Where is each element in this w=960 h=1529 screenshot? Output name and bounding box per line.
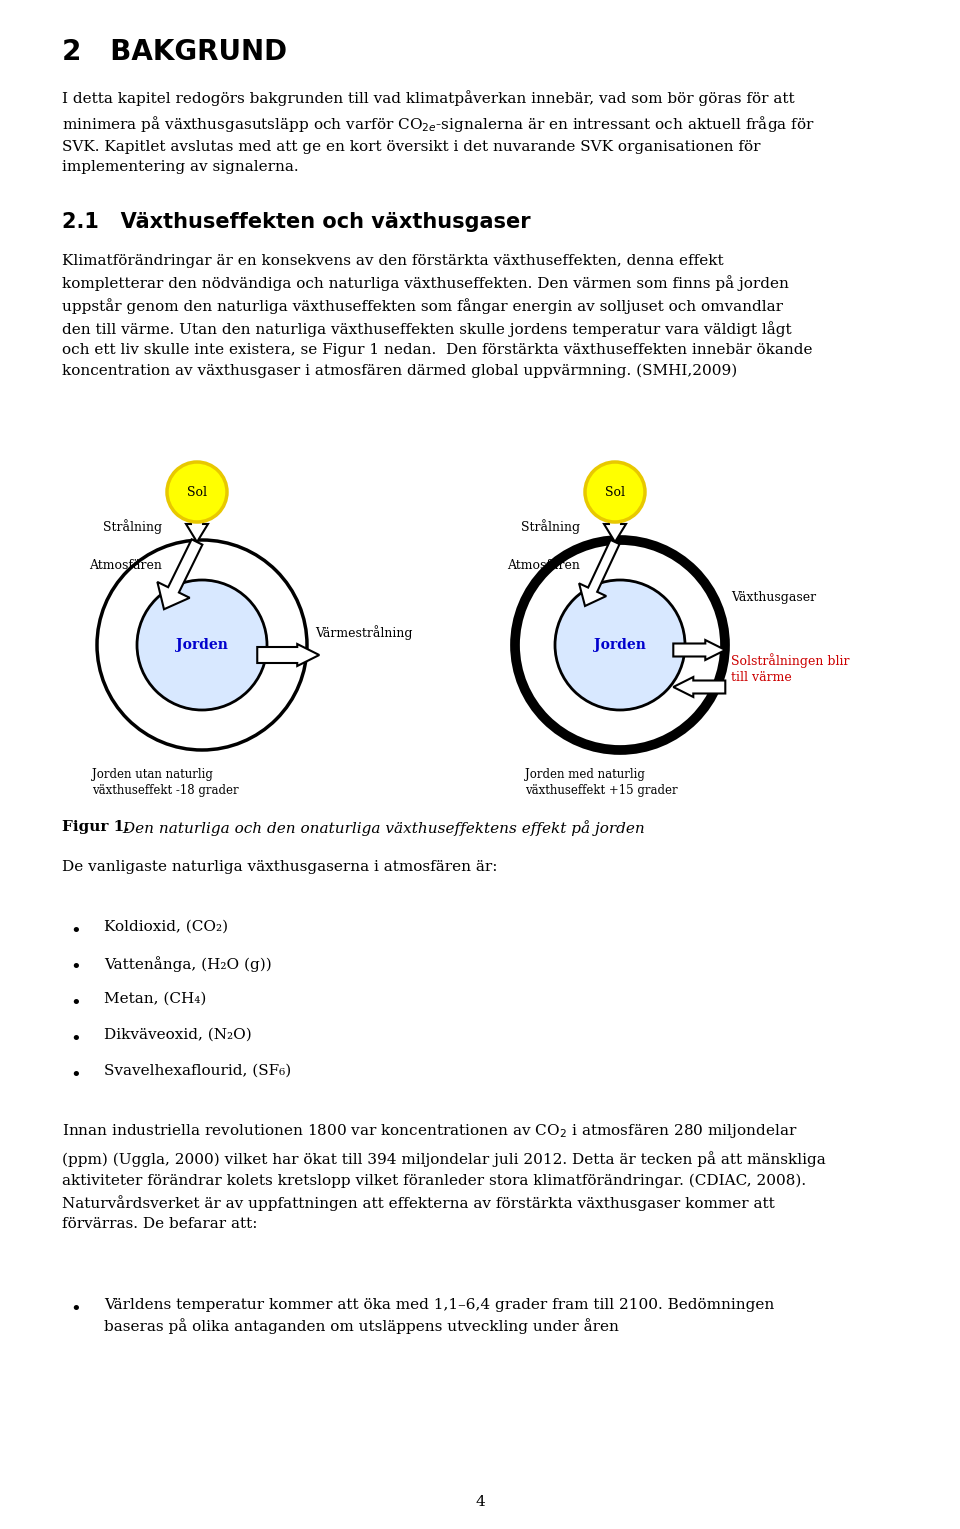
Text: Innan industriella revolutionen 1800 var koncentrationen av CO$_{2}$ i atmosfäre: Innan industriella revolutionen 1800 var… [62,1122,798,1141]
Polygon shape [579,540,619,605]
Text: Sol: Sol [187,486,207,498]
Text: Strålning: Strålning [521,520,580,535]
Text: •: • [70,1031,81,1047]
Text: Sol: Sol [605,486,625,498]
Text: Strålning: Strålning [103,520,162,535]
Polygon shape [257,644,320,667]
Text: Vattenånga, (H₂O (g)): Vattenånga, (H₂O (g)) [104,956,272,972]
Text: Klimatförändringar är en konsekvens av den förstärkta växthuseffekten, denna eff: Klimatförändringar är en konsekvens av d… [62,254,812,378]
Text: 2.1   Växthuseffekten och växthusgaser: 2.1 Växthuseffekten och växthusgaser [62,213,531,232]
Text: •: • [70,1300,81,1318]
Text: Den naturliga och den onaturliga växthuseffektens effekt på jorden: Den naturliga och den onaturliga växthus… [118,820,645,836]
Text: •: • [70,1066,81,1084]
Text: •: • [70,922,81,940]
Text: 2   BAKGRUND: 2 BAKGRUND [62,38,287,66]
Text: Atmosfären: Atmosfären [89,560,162,572]
Text: •: • [70,959,81,976]
Text: Figur 1.: Figur 1. [62,820,130,833]
Text: 4: 4 [475,1495,485,1509]
Polygon shape [673,677,726,697]
Circle shape [585,462,645,521]
Polygon shape [673,641,726,661]
Text: Svavelhexaflourid, (SF₆): Svavelhexaflourid, (SF₆) [104,1064,291,1078]
Text: De vanligaste naturliga växthusgaserna i atmosfären är:: De vanligaste naturliga växthusgaserna i… [62,859,497,875]
Text: I detta kapitel redogörs bakgrunden till vad klimatpåverkan innebär, vad som bör: I detta kapitel redogörs bakgrunden till… [62,90,815,174]
Text: Atmosfären: Atmosfären [507,560,580,572]
Text: Jorden: Jorden [594,638,646,651]
Text: (ppm) (Uggla, 2000) vilket har ökat till 394 miljondelar juli 2012. Detta är tec: (ppm) (Uggla, 2000) vilket har ökat till… [62,1151,826,1231]
Polygon shape [186,521,208,541]
Text: Jorden utan naturlig
växthuseffekt -18 grader: Jorden utan naturlig växthuseffekt -18 g… [92,768,239,797]
Polygon shape [157,540,203,609]
Text: Jorden med naturlig
växthuseffekt +15 grader: Jorden med naturlig växthuseffekt +15 gr… [525,768,678,797]
Text: Koldioxid, (CO₂): Koldioxid, (CO₂) [104,920,228,934]
Text: Jorden: Jorden [176,638,228,651]
Text: Dikväveoxid, (N₂O): Dikväveoxid, (N₂O) [104,1027,252,1041]
Circle shape [167,462,227,521]
Circle shape [555,579,685,709]
Circle shape [137,579,267,709]
Text: Solstrålningen blir
till värme: Solstrålningen blir till värme [731,653,850,683]
Text: Värmestrålning: Värmestrålning [315,625,413,641]
Text: Växthusgaser: Växthusgaser [731,590,816,604]
Text: Världens temperatur kommer att öka med 1,1–6,4 grader fram till 2100. Bedömninge: Världens temperatur kommer att öka med 1… [104,1298,775,1335]
Polygon shape [604,521,626,541]
Text: •: • [70,994,81,1012]
Text: Metan, (CH₄): Metan, (CH₄) [104,992,206,1006]
